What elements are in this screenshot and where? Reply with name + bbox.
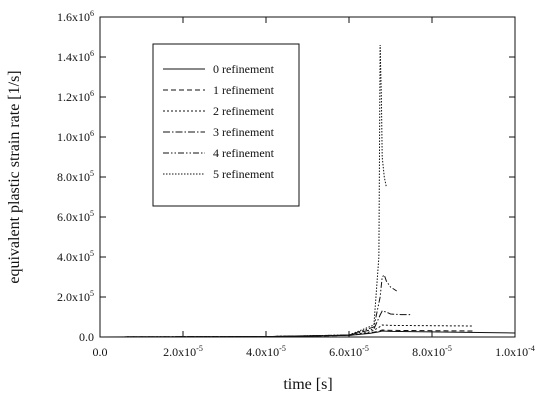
- legend-label-3: 3 refinement: [213, 125, 275, 139]
- y-tick-label: 2.0x105: [57, 289, 94, 304]
- x-tick-label: 2.0x10-5: [163, 344, 203, 359]
- y-tick-label: 1.6x106: [57, 9, 94, 24]
- y-tick-exponent: 5: [90, 289, 94, 298]
- y-tick-label: 0.0: [79, 330, 94, 344]
- x-axis-label: time [s]: [283, 376, 332, 393]
- y-tick-exponent: 6: [90, 89, 94, 98]
- legend-label-1: 1 refinement: [213, 83, 275, 97]
- y-tick-label: 4.0x105: [57, 249, 94, 264]
- series-line-2: [99, 324, 474, 338]
- x-tick-label: 0.0: [93, 345, 108, 359]
- y-tick-exponent: 6: [90, 49, 94, 58]
- x-tick-exponent: -5: [279, 344, 286, 353]
- y-tick-exponent: 6: [90, 129, 94, 138]
- y-tick-label: 1.2x106: [57, 89, 94, 104]
- x-tick-label: 1.0x10-4: [495, 344, 535, 359]
- series-line-3: [99, 310, 412, 338]
- y-tick-label: 6.0x105: [57, 209, 94, 224]
- y-tick-exponent: 5: [90, 209, 94, 218]
- x-tick-label: 6.0x10-5: [329, 344, 369, 359]
- legend-box: [152, 43, 300, 207]
- legend-label-4: 4 refinement: [213, 146, 275, 160]
- series-line-5: [99, 44, 387, 338]
- legend-label-2: 2 refinement: [213, 104, 275, 118]
- x-tick-exponent: -5: [362, 344, 369, 353]
- legend-label-0: 0 refinement: [213, 62, 275, 76]
- series-layer: [99, 44, 516, 338]
- y-tick-exponent: 5: [90, 249, 94, 258]
- x-tick-label: 4.0x10-5: [246, 344, 286, 359]
- x-tick-label: 8.0x10-5: [412, 344, 452, 359]
- y-tick-label: 1.4x106: [57, 49, 94, 64]
- legend-label-5: 5 refinement: [213, 167, 275, 181]
- x-tick-exponent: -4: [528, 344, 535, 353]
- y-tick-exponent: 5: [90, 169, 94, 178]
- y-axis-label: equivalent plastic strain rate [1/s]: [6, 70, 23, 283]
- x-tick-exponent: -5: [196, 344, 203, 353]
- x-tick-exponent: -5: [445, 344, 452, 353]
- legend: 0 refinement 1 refinement 2 refinement 3 re…: [152, 43, 300, 207]
- y-tick-exponent: 6: [90, 9, 94, 18]
- y-tick-label: 8.0x105: [57, 169, 94, 184]
- ticks-layer: 0.0 2.0x10-5 4.0x10-5 6.0x10-5 8.0x10-5 1.0x1…: [57, 9, 535, 359]
- series-line-4: [99, 274, 397, 338]
- y-tick-label: 1.0x106: [57, 129, 94, 144]
